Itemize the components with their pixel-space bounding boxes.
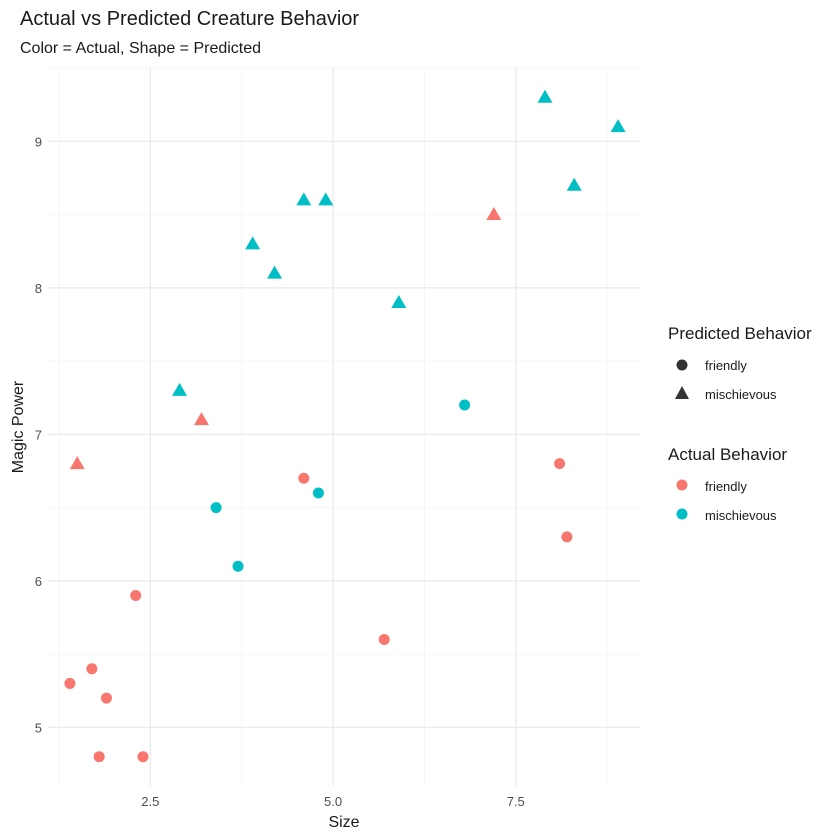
legend-circle-swatch	[676, 359, 688, 371]
x-axis-ticks: 2.5 5.0 7.5	[141, 794, 525, 809]
y-tick-label: 7	[35, 427, 42, 442]
minor-gridlines	[48, 67, 640, 786]
point-circle-friendly	[298, 472, 310, 484]
point-circle-friendly	[100, 692, 112, 704]
y-axis-title: Magic Power	[10, 380, 27, 473]
point-circle-friendly	[561, 531, 573, 543]
point-circle-friendly	[137, 751, 149, 763]
y-tick-label: 5	[35, 720, 42, 735]
legend-actual: Actual Behavior friendly mischievous	[668, 445, 787, 523]
point-triangle-mischievous	[566, 177, 582, 191]
point-triangle-friendly	[193, 412, 209, 426]
point-triangle-mischievous	[172, 382, 188, 396]
legend-actual-friendly: friendly	[705, 479, 747, 494]
x-tick-label: 7.5	[507, 794, 525, 809]
legend-predicted-mischievous: mischievous	[705, 387, 777, 402]
point-circle-friendly	[93, 751, 105, 763]
point-circle-friendly	[130, 590, 142, 602]
point-circle-mischievous	[210, 502, 222, 514]
legend-predicted-friendly: friendly	[705, 358, 747, 373]
point-triangle-mischievous	[245, 236, 261, 250]
point-circle-mischievous	[232, 560, 244, 572]
point-triangle-friendly	[69, 456, 85, 470]
legend-predicted: Predicted Behavior friendly mischievous	[668, 324, 812, 402]
point-triangle-mischievous	[318, 192, 334, 206]
chart-subtitle: Color = Actual, Shape = Predicted	[20, 40, 261, 57]
legend-predicted-title: Predicted Behavior	[668, 324, 812, 343]
major-gridlines	[48, 68, 640, 786]
point-circle-mischievous	[312, 487, 324, 499]
point-circle-mischievous	[459, 399, 471, 411]
x-tick-label: 5.0	[324, 794, 342, 809]
y-tick-label: 9	[35, 134, 42, 149]
legend-mischievous-swatch	[676, 508, 688, 520]
legend-actual-title: Actual Behavior	[668, 445, 787, 464]
point-triangle-mischievous	[537, 89, 553, 103]
y-tick-label: 8	[35, 281, 42, 296]
point-triangle-mischievous	[267, 265, 283, 279]
legend-triangle-swatch	[675, 386, 689, 399]
point-triangle-mischievous	[391, 294, 407, 308]
point-circle-friendly	[554, 458, 566, 470]
chart-title: Actual vs Predicted Creature Behavior	[20, 8, 359, 30]
x-tick-label: 2.5	[141, 794, 159, 809]
y-tick-label: 6	[35, 574, 42, 589]
point-triangle-mischievous	[610, 119, 626, 133]
point-triangle-mischievous	[296, 192, 312, 206]
point-circle-friendly	[86, 663, 98, 675]
legend-friendly-swatch	[676, 479, 688, 491]
data-points	[64, 89, 626, 763]
y-axis-ticks: 5 6 7 8 9	[35, 134, 42, 735]
x-axis-title: Size	[328, 814, 359, 831]
point-triangle-friendly	[486, 207, 502, 221]
point-circle-friendly	[378, 633, 390, 645]
legend-actual-mischievous: mischievous	[705, 508, 777, 523]
point-circle-friendly	[64, 677, 76, 689]
